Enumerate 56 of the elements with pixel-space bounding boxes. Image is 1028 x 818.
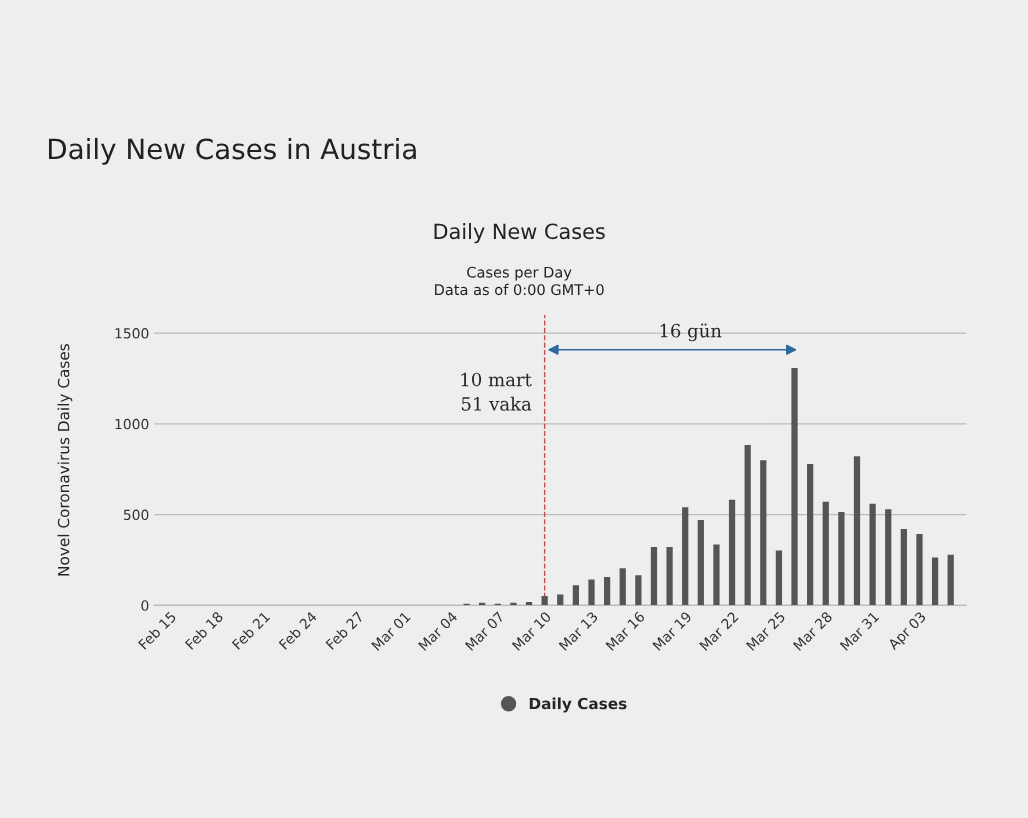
bar	[931, 557, 939, 606]
x-tick-label: Feb 27	[325, 611, 364, 650]
x-tick-label: Feb 24	[278, 610, 318, 650]
bar	[666, 547, 673, 606]
x-tick-label: Mar 16	[605, 610, 646, 651]
bar	[916, 533, 923, 606]
bar	[557, 594, 564, 606]
x-tick-label: Mar 07	[464, 611, 505, 651]
bar	[619, 568, 626, 606]
bar	[760, 460, 767, 606]
bar	[525, 602, 533, 606]
x-tick-label: Apr 03	[887, 611, 929, 653]
x-tick-label: Mar 25	[745, 611, 786, 651]
bar	[869, 503, 876, 606]
bar	[697, 520, 704, 606]
bar	[775, 550, 783, 606]
text: Cases per Day Data as of 0:00 GMT+0	[435, 266, 604, 296]
x-tick-label: Mar 19	[652, 611, 693, 651]
x-tick-label: Feb 15	[137, 611, 177, 650]
x-tick-label: Mar 28	[792, 611, 833, 651]
legend-label: Daily Cases	[529, 697, 627, 713]
y-tick-label: 0	[141, 600, 149, 611]
y-tick-label: 1000	[115, 418, 149, 430]
bar	[635, 575, 642, 606]
bar	[713, 544, 720, 606]
bar	[822, 501, 829, 606]
bar	[947, 554, 954, 606]
bar	[650, 547, 658, 606]
bar	[885, 509, 892, 606]
x-tick-label: Mar 01	[371, 611, 411, 651]
x-tick-label: Mar 10	[511, 611, 552, 651]
x-tick-label: Mar 13	[558, 611, 599, 651]
bar	[682, 507, 689, 606]
annotation: 10 mart 51 vaka	[461, 372, 532, 411]
x-tick-label: Mar 04	[417, 610, 458, 651]
chart-title: Daily New Cases in Austria	[48, 137, 416, 165]
bar	[572, 585, 579, 606]
bar	[541, 596, 548, 606]
annotation: 16 gün	[660, 323, 722, 342]
x-tick-label: Mar 31	[839, 611, 880, 651]
bar	[807, 463, 814, 606]
chart-subtitle: Daily New Cases	[434, 223, 605, 244]
y-axis-title: Novel Coronavirus Daily Cases	[57, 344, 73, 576]
x-tick-label: Feb 18	[184, 610, 224, 650]
x-tick-label: Feb 21	[231, 611, 271, 650]
bar	[853, 456, 861, 606]
x-tick-label: Mar 22	[699, 611, 739, 651]
bar	[838, 512, 845, 606]
bar	[728, 499, 736, 606]
bar	[744, 444, 751, 606]
bar	[900, 529, 907, 606]
y-tick-label: 1500	[115, 328, 149, 339]
bar	[791, 367, 798, 606]
y-tick-label: 500	[123, 509, 149, 521]
bar	[603, 577, 611, 606]
bar	[588, 579, 595, 606]
